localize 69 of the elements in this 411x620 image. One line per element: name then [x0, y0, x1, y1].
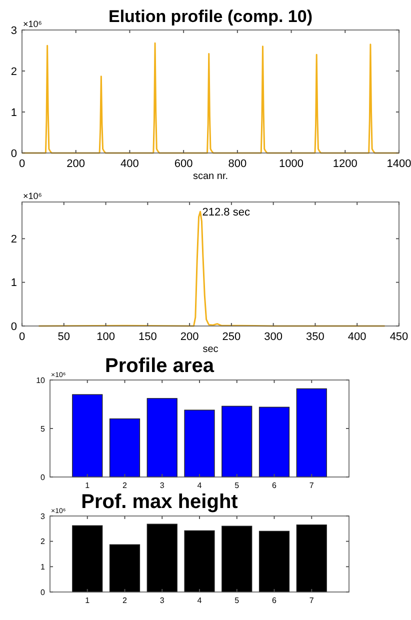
x-tick-label: 2: [122, 596, 128, 605]
x-tick-label: 1: [85, 596, 90, 605]
x-tick-label: 3: [160, 596, 165, 605]
chart-title: Prof. max height: [81, 491, 238, 513]
x-axis-title: scan nr.: [192, 171, 228, 182]
x-tick-label: 0: [18, 158, 26, 170]
x-tick-label: 100: [96, 331, 115, 343]
x-tick-label: 2: [122, 481, 128, 490]
bar: [296, 388, 327, 478]
y-tick-label: 2: [40, 537, 46, 546]
y-tick-label: 0: [40, 472, 46, 482]
bar: [109, 418, 140, 478]
x-tick-label: 250: [222, 331, 241, 343]
x-tick-label: 200: [66, 158, 86, 170]
bar: [184, 410, 215, 478]
y-tick-label: 5: [40, 424, 46, 434]
x-tick-label: 600: [174, 158, 193, 170]
bar: [184, 530, 215, 592]
x-tick-label: 400: [120, 158, 139, 170]
bar: [109, 544, 140, 592]
x-tick-label: 4: [197, 596, 202, 605]
x-tick-label: 6: [272, 481, 278, 490]
x-tick-label: 350: [306, 331, 324, 343]
bar: [258, 406, 290, 478]
y-tick-label: 3: [10, 24, 17, 37]
x-tick-label: 800: [228, 158, 247, 170]
x-tick-label: 6: [272, 596, 278, 605]
x-tick-label: 0: [18, 331, 26, 343]
x-tick-label: 50: [58, 331, 70, 343]
bar: [222, 406, 252, 478]
annotation: 212.8 sec: [202, 206, 250, 219]
chart-title: Elution profile (comp. 10): [108, 7, 313, 26]
y-tick-label: 1: [40, 562, 46, 572]
y-tick-label: 1: [10, 277, 17, 290]
bar: [72, 525, 103, 592]
x-axis-title: sec: [202, 344, 218, 355]
y-tick-label: 0: [10, 148, 17, 160]
y-tick-label: 10: [36, 376, 46, 385]
x-tick-label: 3: [160, 481, 165, 490]
x-tick-label: 450: [390, 331, 408, 343]
x-tick-label: 1: [85, 481, 90, 490]
y-tick-label: 2: [10, 66, 17, 78]
y-tick-label: 0: [10, 320, 17, 333]
y-tick-label: 3: [40, 512, 46, 521]
x-tick-label: 4: [197, 481, 202, 490]
x-tick-label: 400: [348, 331, 366, 343]
y-tick-label: 1: [10, 106, 17, 119]
x-tick-label: 1200: [332, 158, 358, 170]
x-tick-label: 7: [309, 481, 314, 490]
bar: [146, 398, 178, 478]
bar: [296, 524, 327, 592]
x-tick-label: 300: [264, 331, 283, 343]
x-tick-label: 200: [180, 331, 199, 343]
x-tick-label: 150: [138, 331, 157, 343]
chart-title: Profile area: [105, 355, 215, 377]
x-tick-label: 5: [234, 596, 240, 605]
bar: [222, 526, 252, 592]
y-tick-label: 0: [40, 588, 46, 597]
line-series: [21, 42, 400, 154]
text: ×10⁶: [23, 19, 42, 29]
bar: [258, 530, 290, 592]
bar: [146, 524, 178, 592]
x-tick-label: 1000: [279, 158, 304, 170]
x-tick-label: 7: [309, 596, 314, 605]
text: ×10⁶: [23, 191, 42, 201]
y-tick-label: 2: [10, 234, 17, 246]
x-tick-label: 1400: [386, 158, 411, 170]
x-tick-label: 5: [234, 481, 240, 490]
bar: [72, 394, 103, 478]
